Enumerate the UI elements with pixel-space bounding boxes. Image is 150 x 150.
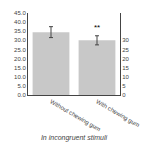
svg-text:20.0: 20.0 xyxy=(14,56,26,62)
svg-text:0: 0 xyxy=(122,92,126,98)
svg-text:40.0: 40.0 xyxy=(14,19,26,25)
svg-text:10: 10 xyxy=(122,74,129,80)
svg-text:Without chewing gum: Without chewing gum xyxy=(49,98,102,132)
svg-text:45.0: 45.0 xyxy=(14,10,26,16)
svg-text:25.0: 25.0 xyxy=(14,47,26,53)
svg-text:15.0: 15.0 xyxy=(14,65,26,71)
svg-text:10.0: 10.0 xyxy=(14,74,26,80)
svg-text:15: 15 xyxy=(122,65,129,71)
svg-text:25: 25 xyxy=(122,47,129,53)
svg-text:30: 30 xyxy=(122,37,129,43)
svg-text:5.0: 5.0 xyxy=(17,83,26,89)
svg-text:With chewing gum: With chewing gum xyxy=(95,98,140,128)
svg-text:0.0: 0.0 xyxy=(17,92,26,98)
svg-text:30.0: 30.0 xyxy=(14,37,26,43)
svg-text:**: ** xyxy=(94,23,100,32)
svg-text:5: 5 xyxy=(122,83,126,89)
svg-text:In incongruent stimuli: In incongruent stimuli xyxy=(41,134,108,142)
svg-text:35.0: 35.0 xyxy=(14,28,26,34)
svg-text:20: 20 xyxy=(122,56,129,62)
